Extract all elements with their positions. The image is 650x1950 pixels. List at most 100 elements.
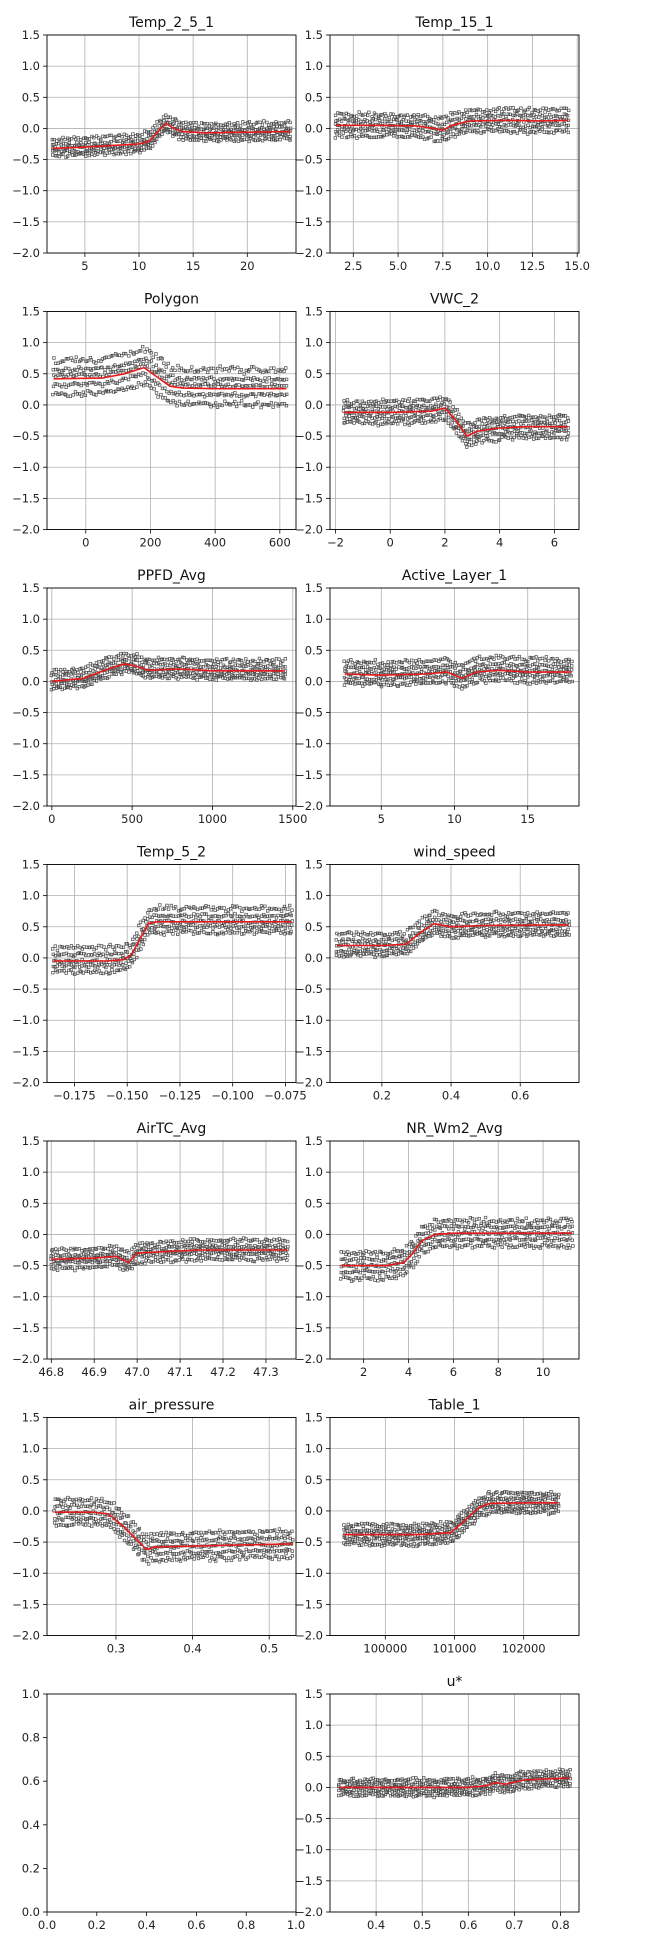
scatter-point xyxy=(126,139,130,143)
scatter-point xyxy=(184,402,188,406)
scatter-point xyxy=(201,665,205,669)
subplot-title: Temp_5_2 xyxy=(136,845,206,861)
scatter-point xyxy=(462,131,466,135)
scatter-point xyxy=(453,660,457,665)
scatter-point xyxy=(548,112,552,117)
y-tick-label: 1.0 xyxy=(22,889,40,903)
scatter-point xyxy=(372,129,376,133)
y-tick-label: −0.5 xyxy=(295,982,323,996)
scatter-point xyxy=(264,132,268,137)
scatter-point xyxy=(185,369,190,373)
scatter-point xyxy=(154,674,158,679)
scatter-point xyxy=(215,405,220,409)
scatter-point xyxy=(363,129,368,133)
scatter-point xyxy=(349,658,353,662)
scatter-point xyxy=(374,420,378,424)
scatter-point xyxy=(426,405,430,410)
scatter-point xyxy=(94,134,99,138)
scatter-point xyxy=(271,405,275,409)
scatter-point xyxy=(252,135,256,139)
scatter-point xyxy=(253,665,257,669)
scatter-point xyxy=(92,153,97,158)
scatter-point xyxy=(87,137,91,141)
scatter-point xyxy=(106,381,111,386)
scatter-point xyxy=(120,353,124,358)
y-tick-label: 0.5 xyxy=(22,367,40,381)
scatter-point xyxy=(153,140,157,145)
scatter-point xyxy=(542,130,546,134)
scatter-point xyxy=(119,670,123,675)
scatter-point xyxy=(401,682,405,686)
scatter-point xyxy=(158,369,162,373)
scatter-point xyxy=(482,130,486,134)
y-tick-label: −1.0 xyxy=(295,460,323,474)
scatter-point xyxy=(130,959,134,963)
mean-line xyxy=(335,119,569,132)
scatter-point xyxy=(474,123,478,128)
scatter-point xyxy=(429,413,433,417)
scatter-point xyxy=(556,435,560,440)
scatter-point xyxy=(556,429,560,433)
y-tick-label: −1.5 xyxy=(12,1044,40,1058)
scatter-point xyxy=(560,122,564,126)
scatter-point xyxy=(69,137,74,141)
scatter-point xyxy=(546,679,551,683)
scatter-point xyxy=(219,666,223,670)
scatter-point xyxy=(347,414,351,418)
scatter-point xyxy=(443,137,447,142)
scatter-point xyxy=(521,414,525,418)
scatter-point xyxy=(214,392,218,397)
scatter-point xyxy=(141,362,145,366)
scatter-point xyxy=(390,659,395,664)
scatter-point xyxy=(162,376,166,381)
scatter-point xyxy=(182,368,186,373)
scatter-point xyxy=(502,112,506,116)
scatter-point xyxy=(350,660,355,665)
scatter-point xyxy=(252,375,256,380)
scatter-point xyxy=(481,110,485,114)
scatter-point xyxy=(379,135,383,139)
scatter-point xyxy=(199,368,203,372)
scatter-point xyxy=(129,660,134,664)
scatter-point xyxy=(152,378,156,382)
scatter-point xyxy=(526,123,530,127)
scatter-point xyxy=(94,393,98,397)
x-tick-label: 15 xyxy=(520,812,535,826)
scatter-point xyxy=(277,657,281,661)
scatter-point xyxy=(458,670,463,674)
scatter-point xyxy=(120,150,124,154)
scatter-point xyxy=(517,436,521,440)
scatter-point xyxy=(408,127,412,131)
scatter-point xyxy=(236,365,240,369)
scatter-point xyxy=(283,932,287,936)
scatter-point xyxy=(396,416,400,420)
scatter-point xyxy=(174,664,178,668)
scatter-point xyxy=(334,938,338,942)
scatter-point xyxy=(240,932,244,936)
scatter-point xyxy=(161,662,165,667)
scatter-point xyxy=(249,365,254,369)
scatter-point xyxy=(112,963,117,967)
scatter-point xyxy=(137,944,141,948)
scatter-point xyxy=(134,375,138,379)
scatter-point xyxy=(530,415,535,419)
scatter-point xyxy=(255,377,259,381)
scatter-point xyxy=(82,136,86,141)
scatter-point xyxy=(58,373,62,377)
scatter-point xyxy=(549,115,553,120)
scatter-point xyxy=(364,407,368,411)
scatter-point xyxy=(141,663,146,667)
y-tick-label: −2.0 xyxy=(295,523,323,537)
scatter-point xyxy=(387,115,391,120)
scatter-point xyxy=(131,140,135,144)
scatter-point xyxy=(438,665,443,670)
scatter-point xyxy=(405,113,410,117)
scatter-point xyxy=(369,399,373,403)
scatter-point xyxy=(536,123,540,127)
scatter-point xyxy=(486,418,490,422)
scatter-point xyxy=(100,674,105,678)
scatter-point xyxy=(346,112,351,117)
scatter-point xyxy=(515,131,520,136)
scatter-point xyxy=(472,656,476,661)
scatter-point xyxy=(374,399,379,403)
